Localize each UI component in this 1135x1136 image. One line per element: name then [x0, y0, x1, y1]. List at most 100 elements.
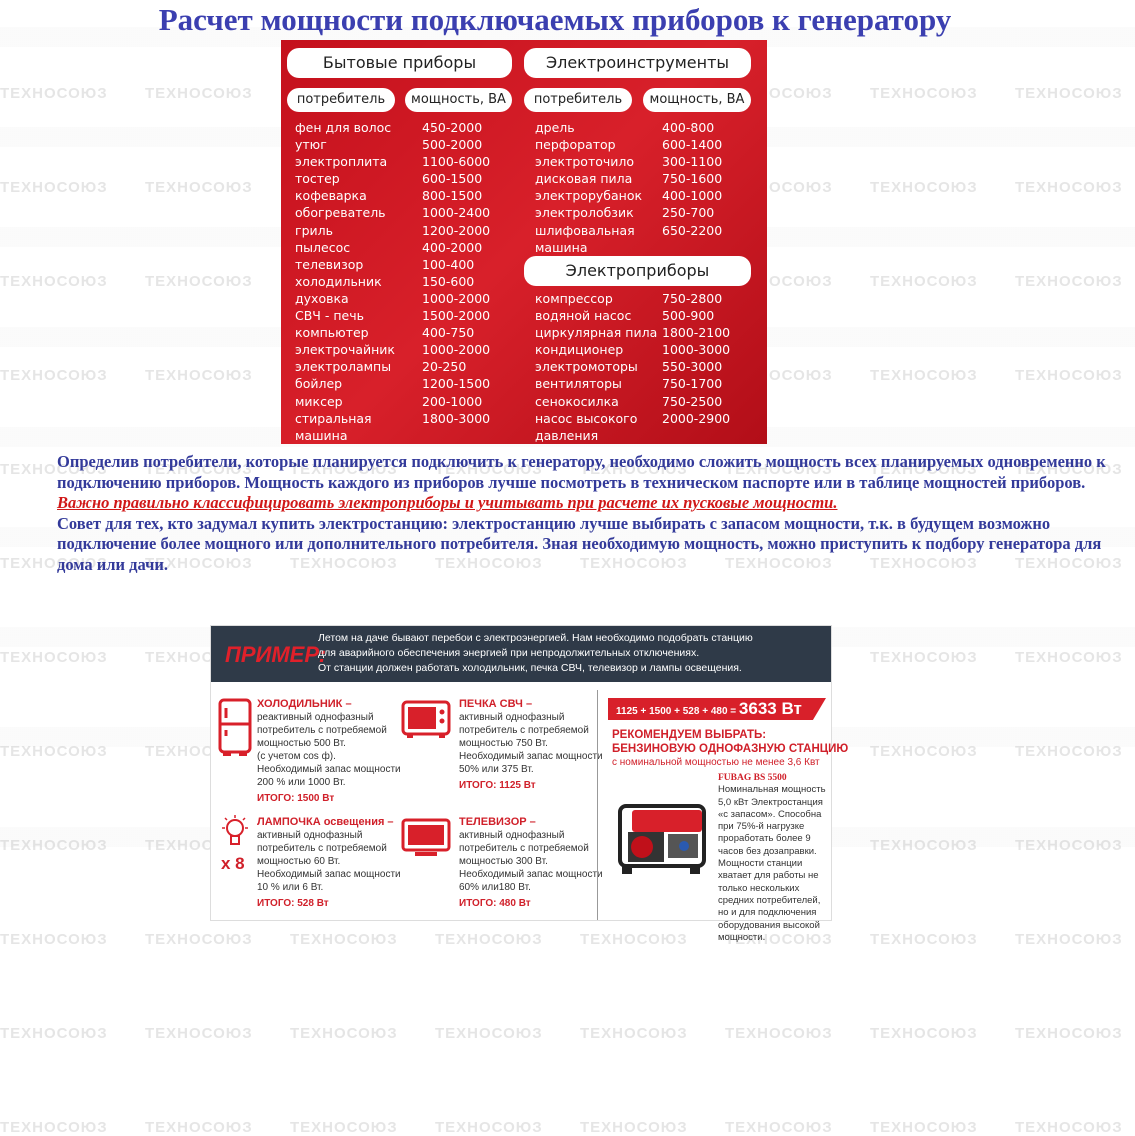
paragraph-1: Определив потребители, которые планирует…	[57, 452, 1106, 492]
lightbulb-icon	[222, 815, 248, 845]
watermark-text: ТЕХНОСОЮЗ	[0, 931, 108, 948]
item-title: ХОЛОДИЛЬНИК –	[257, 698, 352, 710]
watermark-text: ТЕХНОСОЮЗ	[290, 931, 398, 948]
item-body: активный однофазный потребитель с потреб…	[257, 830, 401, 893]
item-total: ИТОГО: 1500 Вт	[257, 793, 335, 804]
appliances-title: Электроприборы	[524, 256, 751, 286]
model-description: FUBAG BS 5500 Номинальная мощность 5,0 кВ…	[718, 772, 828, 944]
watermark-text: ТЕХНОСОЮЗ	[1015, 1025, 1123, 1042]
example-infographic: ПРИМЕР: Летом на даче бывают перебои с э…	[210, 625, 848, 943]
tools-col-power: мощность, ВА	[643, 88, 751, 112]
item-title: ПЕЧКА СВЧ –	[459, 698, 533, 710]
watermark-text: ТЕХНОСОЮЗ	[725, 461, 833, 478]
sum-total: 3633 Вт	[738, 699, 802, 718]
item-total: ИТОГО: 1125 Вт	[459, 780, 536, 791]
tools-values: 400-800 600-1400 300-1100 750-1600 400-1…	[662, 120, 723, 238]
item-body: активный однофазный потребитель с потреб…	[459, 712, 603, 775]
watermark-text: ТЕХНОСОЮЗ	[290, 1119, 398, 1136]
watermark-text: ТЕХНОСОЮЗ	[1015, 555, 1123, 572]
example-header: ПРИМЕР: Летом на даче бывают перебои с э…	[211, 626, 831, 682]
item-body: активный однофазный потребитель с потреб…	[459, 830, 603, 893]
watermark-text: ТЕХНОСОЮЗ	[145, 367, 253, 384]
paragraph-2: Совет для тех, кто задумал купить электр…	[57, 513, 1102, 574]
watermark-text: ТЕХНОСОЮЗ	[1015, 273, 1123, 290]
generator-image	[618, 804, 706, 874]
watermark-text: ТЕХНОСОЮЗ	[145, 1119, 253, 1136]
model-text: Номинальная мощность 5,0 кВт Электростан…	[718, 784, 826, 943]
watermark-text: ТЕХНОСОЮЗ	[580, 931, 688, 948]
item-title: ТЕЛЕВИЗОР –	[459, 816, 536, 828]
household-col-power: мощность, ВА	[405, 88, 512, 112]
household-values: 450-2000 500-2000 1100-6000 600-1500 800…	[422, 120, 491, 426]
fridge-icon	[218, 698, 252, 756]
item-body: реактивный однофазный потребитель с потр…	[257, 712, 401, 788]
watermark-text: ТЕХНОСОЮЗ	[435, 1025, 543, 1042]
example-label: ПРИМЕР:	[225, 642, 327, 667]
lamp-multiplier: x 8	[221, 854, 245, 873]
watermark-text: ТЕХНОСОЮЗ	[870, 1025, 978, 1042]
item-total: ИТОГО: 528 Вт	[257, 898, 329, 909]
tools-title: Электроинструменты	[524, 48, 751, 78]
watermark-text: ТЕХНОСОЮЗ	[290, 555, 398, 572]
appliances-values: 750-2800 500-900 1800-2100 1000-3000 550…	[662, 291, 731, 426]
recommendation-panel: 1125 + 1500 + 528 + 480 = 3633 Вт РЕКОМЕ…	[597, 690, 848, 943]
watermark-text: ТЕХНОСОЮЗ	[725, 1119, 833, 1136]
recommend-title: РЕКОМЕНДУЕМ ВЫБРАТЬ: БЕНЗИНОВУЮ ОДНОФАЗН…	[612, 729, 849, 755]
watermark-text: ТЕХНОСОЮЗ	[580, 555, 688, 572]
watermark-text: ТЕХНОСОЮЗ	[0, 837, 108, 854]
watermark-text: ТЕХНОСОЮЗ	[870, 743, 978, 760]
page-title: Расчет мощности подключаемых приборов к …	[158, 2, 952, 37]
sum-formula: 1125 + 1500 + 528 + 480 =	[616, 706, 739, 717]
watermark-text: ТЕХНОСОЮЗ	[870, 179, 978, 196]
tools-col-consumer: потребитель	[524, 88, 632, 112]
watermark-text: ТЕХНОСОЮЗ	[580, 461, 688, 478]
watermark-text: ТЕХНОСОЮЗ	[290, 1025, 398, 1042]
appliances-names: компрессор водяной насос циркулярная пил…	[535, 291, 658, 443]
watermark-text: ТЕХНОСОЮЗ	[0, 649, 108, 666]
watermark-text: ТЕХНОСОЮЗ	[435, 931, 543, 948]
household-title: Бытовые приборы	[287, 48, 512, 78]
watermark-text: ТЕХНОСОЮЗ	[145, 85, 253, 102]
watermark-text: ТЕХНОСОЮЗ	[435, 461, 543, 478]
watermark-text: ТЕХНОСОЮЗ	[0, 179, 108, 196]
watermark-text: ТЕХНОСОЮЗ	[435, 555, 543, 572]
watermark-text: ТЕХНОСОЮЗ	[725, 1025, 833, 1042]
watermark-text: ТЕХНОСОЮЗ	[145, 273, 253, 290]
watermark-text: ТЕХНОСОЮЗ	[0, 85, 108, 102]
watermark-text: ТЕХНОСОЮЗ	[1015, 649, 1123, 666]
item-tv: ТЕЛЕВИЗОР – активный однофазный потребите…	[459, 816, 603, 910]
tools-names: дрель перфоратор электроточило дисковая …	[535, 120, 643, 255]
model-name: FUBAG BS 5500	[718, 773, 787, 783]
microwave-icon	[401, 700, 451, 738]
watermark-text: ТЕХНОСОЮЗ	[580, 1025, 688, 1042]
watermark-text: ТЕХНОСОЮЗ	[1015, 931, 1123, 948]
watermark-text: ТЕХНОСОЮЗ	[290, 461, 398, 478]
description-text: Определив потребители, которые планирует…	[57, 452, 1117, 575]
example-intro: Летом на даче бывают перебои с электроэн…	[318, 632, 753, 674]
watermark-text: ТЕХНОСОЮЗ	[0, 1119, 108, 1136]
watermark-text: ТЕХНОСОЮЗ	[1015, 367, 1123, 384]
watermark-text: ТЕХНОСОЮЗ	[870, 837, 978, 854]
item-lamp: ЛАМПОЧКА освещения – активный однофазный …	[257, 816, 401, 910]
tv-icon	[401, 818, 451, 856]
watermark-text: ТЕХНОСОЮЗ	[870, 85, 978, 102]
recommend-sub: с номинальной мощностью не менее 3,6 Квт	[612, 757, 820, 768]
watermark-text: ТЕХНОСОЮЗ	[870, 649, 978, 666]
watermark-text: ТЕХНОСОЮЗ	[0, 367, 108, 384]
important-link[interactable]: Важно правильно классифицировать электро…	[57, 493, 838, 512]
watermark-text: ТЕХНОСОЮЗ	[1015, 743, 1123, 760]
watermark-text: ТЕХНОСОЮЗ	[145, 1025, 253, 1042]
watermark-text: ТЕХНОСОЮЗ	[1015, 461, 1123, 478]
watermark-text: ТЕХНОСОЮЗ	[0, 273, 108, 290]
watermark-text: ТЕХНОСОЮЗ	[435, 1119, 543, 1136]
watermark-text: ТЕХНОСОЮЗ	[145, 555, 253, 572]
item-title: ЛАМПОЧКА освещения –	[257, 816, 394, 828]
watermark-text: ТЕХНОСОЮЗ	[870, 273, 978, 290]
power-table: Бытовые приборы Электроинструменты потре…	[281, 40, 767, 444]
item-total: ИТОГО: 480 Вт	[459, 898, 531, 909]
watermark-text: ТЕХНОСОЮЗ	[145, 179, 253, 196]
watermark-text: ТЕХНОСОЮЗ	[145, 931, 253, 948]
watermark-text: ТЕХНОСОЮЗ	[1015, 85, 1123, 102]
watermark-text: ТЕХНОСОЮЗ	[870, 367, 978, 384]
watermark-text: ТЕХНОСОЮЗ	[870, 555, 978, 572]
